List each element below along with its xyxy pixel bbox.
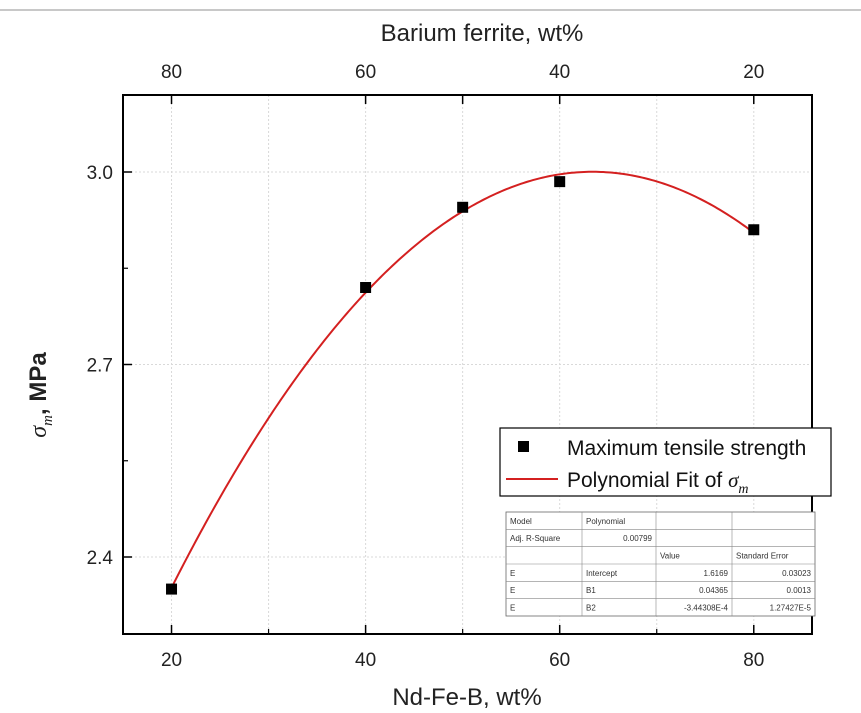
- y-tick-label: 3.0: [87, 163, 113, 184]
- data-point: [554, 176, 565, 187]
- legend-label-points: Maximum tensile strength: [567, 437, 806, 460]
- fit-results-table: Model Polynomial Adj. R-Square 0.00799 Value…: [506, 512, 815, 616]
- y-tick-label: 2.7: [87, 356, 113, 377]
- table-cell: E: [510, 603, 515, 612]
- top-tick-label: 40: [549, 62, 570, 83]
- table-cell: 1.6169: [704, 569, 729, 578]
- table-cell: B2: [586, 603, 596, 612]
- legend-marker-square: [518, 441, 529, 452]
- table-cell: -3.44308E-4: [684, 603, 729, 612]
- x-tick-label: 60: [549, 650, 570, 671]
- data-point: [748, 224, 759, 235]
- table-cell: 0.03023: [782, 569, 811, 578]
- table-cell: Standard Error: [736, 551, 789, 560]
- table-cell: Model: [510, 517, 532, 526]
- y-axis-subscript: m: [40, 415, 56, 426]
- table-cell: 0.00799: [623, 534, 652, 543]
- data-point: [457, 202, 468, 213]
- table-cell: 1.27427E-5: [770, 603, 812, 612]
- table-cell: Polynomial: [586, 517, 625, 526]
- x-tick-label: 20: [161, 650, 182, 671]
- y-axis-title: σm, MPa: [25, 352, 56, 438]
- data-point: [360, 282, 371, 293]
- x-axis-title: Nd-Fe-B, wt%: [392, 684, 541, 711]
- table-cell: Value: [660, 551, 680, 560]
- table-cell: E: [510, 569, 515, 578]
- table-cell: B1: [586, 586, 596, 595]
- top-tick-label: 60: [355, 62, 376, 83]
- table-cell: 0.04365: [699, 586, 728, 595]
- top-tick-label: 80: [161, 62, 182, 83]
- top-axis-title: Barium ferrite, wt%: [381, 20, 584, 47]
- legend: Maximum tensile strength Polynomial Fit …: [500, 428, 831, 497]
- table-cell: Intercept: [586, 569, 618, 578]
- y-axis-unit: , MPa: [25, 352, 52, 415]
- table-cell: 0.0013: [787, 586, 812, 595]
- x-tick-label: 40: [355, 650, 376, 671]
- table-cell: Adj. R-Square: [510, 534, 561, 543]
- top-tick-label: 20: [743, 62, 764, 83]
- x-tick-label: 80: [743, 650, 764, 671]
- y-tick-label: 2.4: [87, 548, 114, 569]
- legend-fit-prefix: Polynomial Fit of: [567, 469, 728, 492]
- table-cell: E: [510, 586, 515, 595]
- data-point: [166, 584, 177, 595]
- legend-fit-subscript: m: [738, 482, 748, 497]
